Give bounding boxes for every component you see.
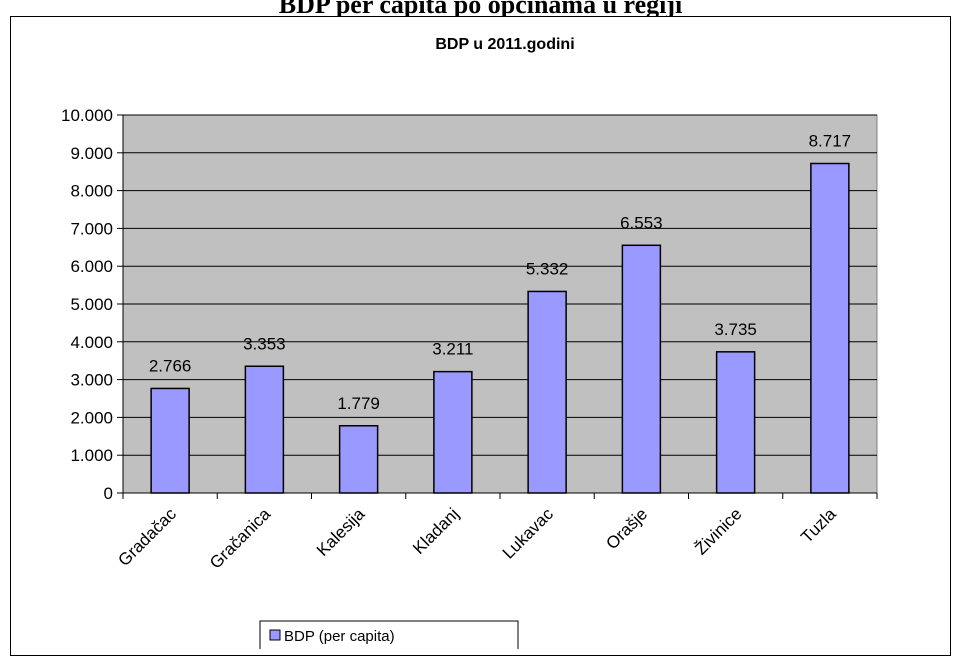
- x-tick-label: Kalesija: [313, 504, 369, 560]
- y-tick-label: 9.000: [70, 144, 113, 163]
- y-tick-label: 1.000: [70, 446, 113, 465]
- x-tick-label: Gračanica: [206, 504, 275, 573]
- data-label: 3.353: [243, 334, 286, 353]
- document-heading: BDP per capita po općinama u regiji: [278, 0, 683, 19]
- x-tick-label: Orašje: [602, 504, 651, 553]
- x-tick-label: Gradačac: [114, 504, 180, 570]
- x-tick-label: Tuzla: [797, 504, 840, 547]
- data-labels: 2.766 3.353 1.779 3.211 5.332 6.553 3.735 8.717: [149, 131, 851, 412]
- x-tick-labels: Gradačac Gračanica Kalesija Kladanj Lukavac O…: [114, 504, 840, 573]
- y-tick-label: 6.000: [70, 257, 113, 276]
- y-tick-label: 2.000: [70, 408, 113, 427]
- chart-frame: BDP u 2011.godini 0 1.000 2.000 3.000 4.000 5…: [10, 16, 951, 656]
- chart-title: BDP u 2011.godini: [435, 36, 574, 53]
- data-label: 1.779: [337, 394, 380, 413]
- y-tick-label: 7.000: [70, 219, 113, 238]
- data-label: 5.332: [526, 259, 569, 278]
- data-label: 6.553: [620, 213, 663, 232]
- bar-chart: BDP u 2011.godini 0 1.000 2.000 3.000 4.000 5…: [61, 36, 878, 649]
- bar: [810, 162, 850, 494]
- y-tick-label: 10.000: [61, 106, 113, 125]
- legend-box: [259, 620, 519, 649]
- y-tick-label: 8.000: [70, 182, 113, 201]
- y-tick-label: 0: [104, 484, 113, 503]
- x-tick-label: Lukavac: [499, 504, 558, 563]
- legend-label: BDP (per capita): [284, 628, 395, 645]
- y-tick-label: 3.000: [70, 371, 113, 390]
- y-tick-label: 4.000: [70, 333, 113, 352]
- bar: [621, 244, 662, 494]
- y-tick-label: 5.000: [70, 295, 113, 314]
- bar: [150, 387, 190, 494]
- bar: [527, 290, 567, 494]
- data-label: 3.735: [714, 320, 757, 339]
- y-tick-labels: 0 1.000 2.000 3.000 4.000 5.000 6.000 7.000 8.00…: [61, 106, 113, 503]
- bar: [244, 365, 285, 494]
- gridlines: [123, 114, 877, 456]
- legend: BDP (per capita): [259, 620, 519, 649]
- x-tick-label: Kladanj: [409, 504, 463, 558]
- bar: [338, 425, 379, 494]
- x-tick-label: Živinice: [691, 504, 745, 558]
- legend-swatch: [269, 629, 281, 641]
- data-label: 8.717: [809, 131, 852, 150]
- bar: [433, 370, 473, 494]
- data-label: 3.211: [432, 340, 473, 359]
- bar: [715, 351, 756, 494]
- bars: [150, 162, 850, 494]
- data-label: 2.766: [149, 356, 192, 375]
